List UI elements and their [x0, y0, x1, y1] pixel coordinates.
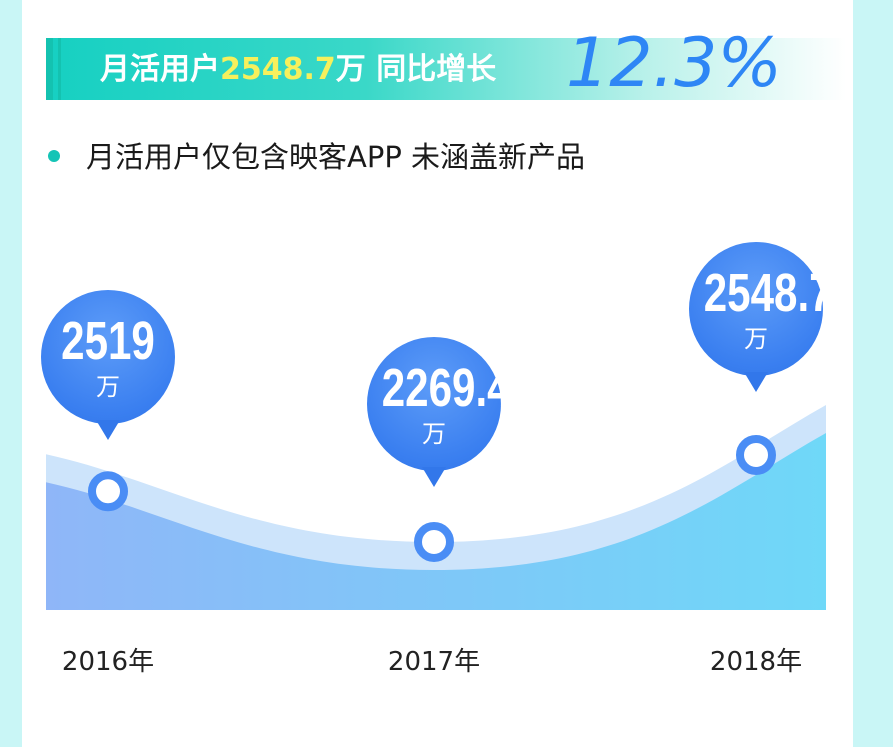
banner-suffix: 万 同比增长	[335, 52, 497, 87]
data-label-value: 2548.7	[703, 263, 833, 323]
data-label-value: 2519	[61, 311, 155, 371]
value-callout-3: 2548.7 万	[689, 242, 833, 392]
data-label-unit: 万	[422, 420, 446, 448]
banner-value: 2548.7	[220, 52, 336, 87]
value-callout-1: 2519 万	[41, 290, 175, 440]
header-banner	[46, 38, 846, 100]
data-label-unit: 万	[744, 325, 768, 353]
data-label-unit: 万	[96, 373, 120, 401]
value-callout-2: 2269.4 万	[367, 337, 511, 487]
data-point-3	[736, 435, 776, 475]
banner-prefix: 月活用户	[100, 52, 220, 87]
x-tick-label: 2017年	[387, 647, 481, 677]
data-point-1	[88, 471, 128, 512]
bullet-dot	[48, 150, 60, 162]
footnote: 月活用户仅包含映客APP 未涵盖新产品	[86, 140, 586, 174]
data-label-value: 2269.4	[381, 358, 511, 418]
banner-accent-bar	[46, 38, 53, 100]
x-tick-label: 2018年	[709, 647, 803, 677]
banner-title: 月活用户2548.7万 同比增长	[100, 50, 496, 90]
banner-accent-bar-thin	[58, 38, 61, 100]
x-tick-label: 2016年	[61, 647, 155, 677]
growth-rate: 12.3%	[566, 24, 783, 103]
data-point-2	[414, 522, 454, 562]
area-series	[46, 433, 826, 610]
